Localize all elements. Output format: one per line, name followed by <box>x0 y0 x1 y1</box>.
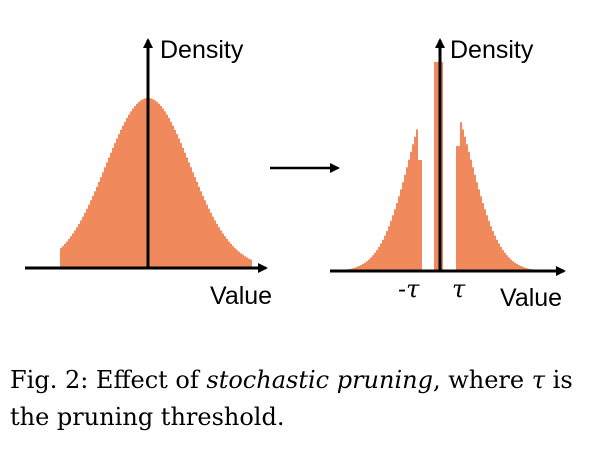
left-panel: Density Value <box>25 36 272 310</box>
left-y-label: Density <box>160 36 244 64</box>
bell-curve-fill <box>60 98 252 268</box>
figure-caption: Fig. 2: Effect of stochastic pruning, wh… <box>10 362 590 436</box>
right-panel: Density Value -τ τ <box>330 36 566 312</box>
caption-suffix: is the pruning threshold. <box>10 366 573 431</box>
pruning-diagram: Density Value Density Value -τ τ <box>25 36 566 312</box>
right-y-label: Density <box>450 36 534 64</box>
right-x-label: Value <box>500 284 562 312</box>
caption-symbol: τ <box>531 366 546 394</box>
right-tail-fill <box>460 122 542 271</box>
negative-threshold-spike <box>418 160 422 271</box>
caption-prefix: Fig. 2: Effect of <box>10 366 207 394</box>
caption-emphasis: stochastic pruning <box>206 366 433 394</box>
positive-threshold-spike <box>456 146 460 271</box>
neg-threshold-label: -τ <box>398 275 420 303</box>
left-x-label: Value <box>210 282 272 310</box>
left-tail-fill <box>336 129 418 271</box>
caption-middle: , where <box>432 366 532 394</box>
pos-threshold-label: τ <box>452 275 466 303</box>
